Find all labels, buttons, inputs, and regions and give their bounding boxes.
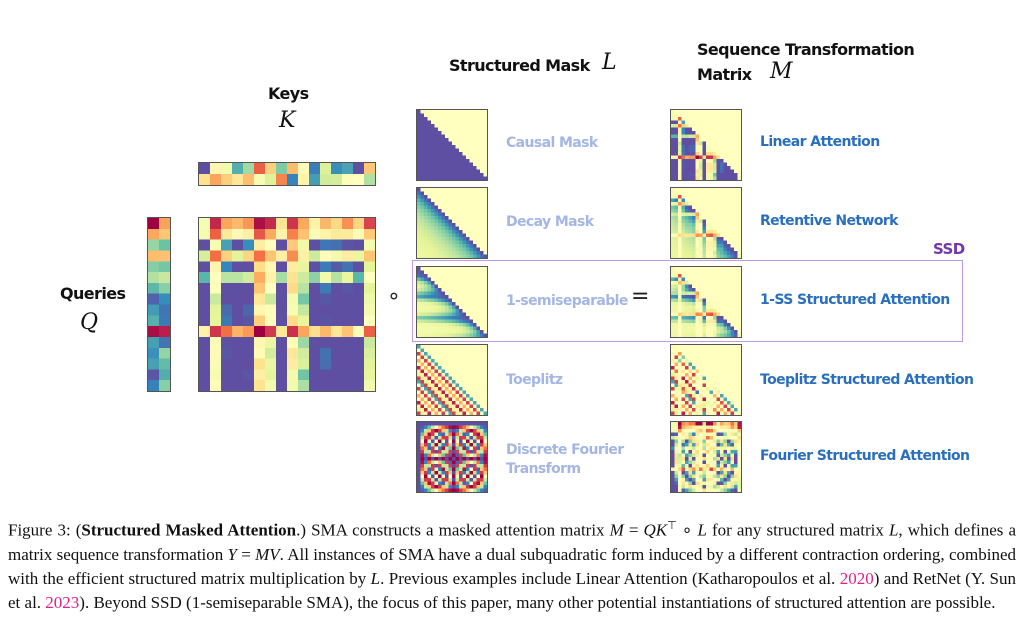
caption-text: Figure 3: ( [8,520,82,540]
matrix-symbol: M [770,59,793,84]
caption-math: L [370,568,381,588]
causal-mask-heatmap [416,109,488,181]
mask-label-dft-line1: Discrete Fourier [506,442,624,458]
caption-text: . All instances of SMA have a dual subqu… [8,544,1016,588]
fourier-attention-heatmap [670,421,742,493]
queries-heatmap [147,217,171,392]
qk-heatmap [198,217,376,392]
caption-math: ∘ [676,520,698,540]
keys-heatmap [198,162,376,186]
caption-math: QK [643,520,668,540]
caption-math: Y [227,544,238,564]
caption-math: M [609,520,624,540]
toeplitz-mask-heatmap [416,344,488,416]
mask-label-toeplitz: Toeplitz [506,372,563,388]
decay-mask-heatmap [416,187,488,259]
result-label-1ss: 1-SS Structured Attention [760,292,950,308]
keys-label: Keys [268,84,309,103]
mask-label-semiseparable: 1-semiseparable [506,293,628,309]
mask-symbol: L [602,50,617,75]
caption-text: . Previous examples include Linear Atten… [380,568,840,588]
ssd-label: SSD [933,240,965,258]
1ss-attention-heatmap [670,266,742,338]
linear-attention-heatmap [670,109,742,181]
figure-caption: Figure 3: (Structured Masked Attention.)… [8,514,1016,615]
queries-label: Queries [60,284,126,303]
result-label-toeplitz: Toeplitz Structured Attention [760,372,974,388]
matrix-header-line2: Matrix [697,65,752,84]
caption-math: = [623,520,644,540]
result-label-linear-attention: Linear Attention [760,134,880,150]
caption-text: ). Beyond SSD (1-semiseparable SMA), the… [79,592,996,612]
semiseparable-mask-heatmap [416,266,488,338]
matrix-header-line1: Sequence Transformation [697,40,915,59]
mask-label-decay: Decay Mask [506,214,594,230]
result-label-fourier: Fourier Structured Attention [760,448,970,464]
caption-text: .) SMA constructs a masked attention mat… [296,520,610,540]
mask-label-dft-line2: Transform [506,461,581,477]
mask-header: Structured Mask [449,56,590,75]
caption-math: L [697,520,707,540]
retentive-network-heatmap [670,187,742,259]
ssd-highlight-box [412,260,963,342]
toeplitz-attention-heatmap [670,344,742,416]
citation-link-2023[interactable]: 2023 [45,592,80,612]
caption-math: MV [255,544,280,564]
citation-link-2020[interactable]: 2020 [839,568,874,588]
hadamard-operator: ∘ [387,284,401,309]
result-label-retentive-network: Retentive Network [760,213,898,229]
equals-operator: = [631,284,650,309]
caption-text: for any structured matrix [706,520,889,540]
caption-text: , which defines a matrix sequence transf… [8,520,1017,564]
caption-title: Structured Masked Attention [81,520,297,540]
caption-text: ) and RetNet (Y. Sun et al. [8,568,1016,612]
keys-symbol: K [279,108,296,133]
queries-symbol: Q [80,310,99,335]
dft-mask-heatmap [416,421,488,493]
caption-math: ⊤ [667,520,677,532]
mask-label-causal: Causal Mask [506,135,598,151]
caption-math: = [237,544,256,564]
caption-math: L [888,520,899,540]
